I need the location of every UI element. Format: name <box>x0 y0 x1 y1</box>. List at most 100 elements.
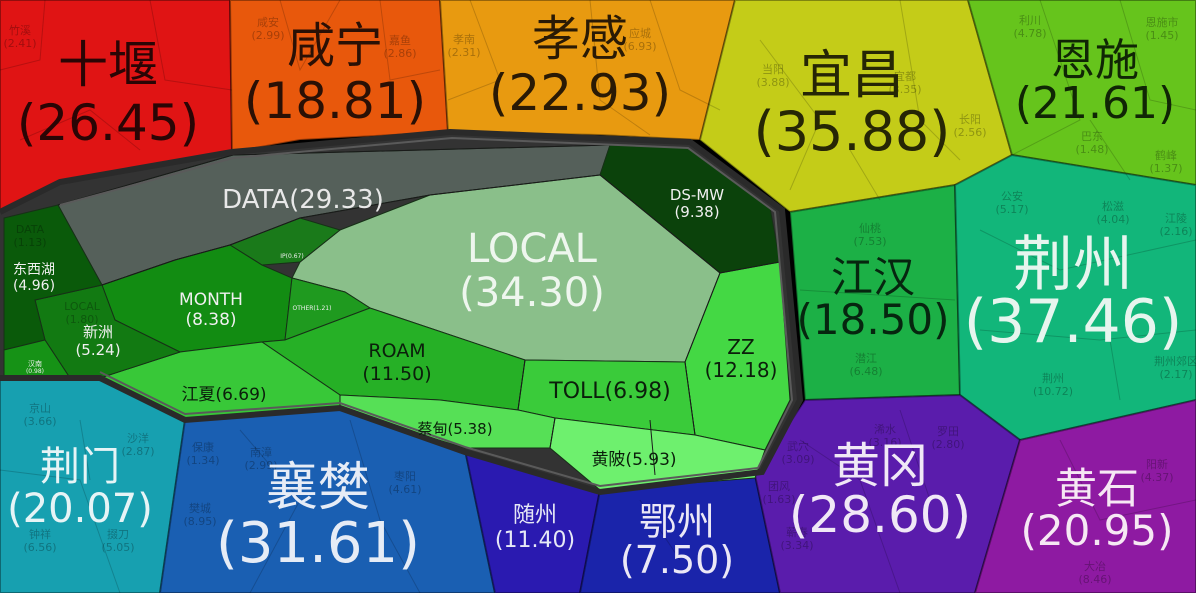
sub-label-value: (3.88) <box>756 76 789 89</box>
sub-label-value: (2.99) <box>244 459 277 472</box>
sub-label-name: 公安 <box>1001 189 1023 203</box>
sub-label-value: (4.37) <box>1140 471 1173 484</box>
sub-label-value: (2.17) <box>1159 368 1192 381</box>
sub-label-name: 罗田 <box>937 425 959 438</box>
wlabel-toll: TOLL(6.98) <box>548 379 670 404</box>
wuhan-inner-lines <box>57 144 781 476</box>
wlabel-roam-value: (11.50) <box>362 363 431 385</box>
sub-label-value: (3.35) <box>888 83 921 96</box>
sub-label-value: (2.41) <box>3 37 36 50</box>
region-labels: 十堰 (26.45) 咸宁 (18.81) 孝感 (22.93) 宜昌 (35.… <box>7 11 1182 582</box>
sub-label-name: 武穴 <box>787 439 809 453</box>
label-enshi-name: 恩施 <box>1051 35 1139 86</box>
label-huangshi-value: (20.95) <box>1020 506 1173 555</box>
label-shiyan-name: 十堰 <box>58 36 158 94</box>
sub-label-name: LOCAL <box>64 300 101 313</box>
sub-labels: 竹溪(2.41)咸安(2.99) 嘉鱼(2.86)孝南(2.31)应城(6.93)… <box>3 14 1196 586</box>
sub-label-name: 荆州郊区 <box>1154 355 1196 368</box>
sub-label-value: (10.72) <box>1033 385 1073 398</box>
wlabel-local-value: (34.30) <box>459 270 605 316</box>
wlabel-other: OTHER(1.21) <box>293 305 332 312</box>
label-yichang-value: (35.88) <box>754 100 951 163</box>
sub-label-value: (2.86) <box>383 47 416 60</box>
wlabel-hannan-value: (0.98) <box>26 368 44 375</box>
sub-label-name: 阳新 <box>1146 457 1168 471</box>
sub-label-value: (6.48) <box>849 365 882 378</box>
sub-label-value: (7.53) <box>853 235 886 248</box>
sub-label-value: (1.63) <box>762 493 795 506</box>
sub-label-name: 松滋 <box>1102 199 1124 213</box>
wlabel-zz-value: (12.18) <box>705 358 778 382</box>
sub-label-value: (2.87) <box>121 445 154 458</box>
label-shiyan-value: (26.45) <box>17 94 199 152</box>
label-jingmen-name: 荆门 <box>40 444 120 490</box>
sub-label-value: (4.04) <box>1096 213 1129 226</box>
sub-label-name: 恩施市 <box>1146 15 1179 29</box>
label-jingzhou-value: (37.46) <box>964 287 1183 357</box>
label-xiangfan-name: 襄樊 <box>266 458 370 518</box>
wlabel-huangpi: 黄陂(5.93) <box>591 450 676 470</box>
label-xiaogan-name: 孝感 <box>532 11 628 67</box>
sub-label-name: 京山 <box>29 401 51 415</box>
sub-label-name: 沙洋 <box>127 431 149 445</box>
label-xiaogan-value: (22.93) <box>489 64 671 122</box>
sub-label-value: (8.46) <box>1078 573 1111 586</box>
label-suizhou-value: (7.50) <box>620 538 734 582</box>
wlabel-dongxihu-name: 东西湖 <box>13 262 55 278</box>
sub-label-name: 蕲春 <box>786 526 808 539</box>
label-suizhou-name: 鄂州 <box>639 500 715 544</box>
sub-label-name: 枣阳 <box>394 470 416 483</box>
sub-label-name: 咸安 <box>257 15 279 29</box>
label-jingzhou-name: 荆州 <box>1013 230 1133 300</box>
wlabel-data: DATA(29.33) <box>222 185 384 215</box>
sub-label-value: (1.34) <box>186 454 219 467</box>
wuhan-inner-outline <box>59 136 794 488</box>
sub-label-value: (3.34) <box>780 539 813 552</box>
sub-label-value: (5.05) <box>101 541 134 554</box>
sub-label-name: 荆州 <box>1042 372 1064 385</box>
sub-label-value: (4.78) <box>1013 27 1046 40</box>
region-huangshi <box>973 398 1196 593</box>
sub-label-name: 仙桃 <box>859 221 881 235</box>
sub-label-value: (2.31) <box>447 46 480 59</box>
wlabel-zz-name: ZZ <box>727 335 754 359</box>
sub-label-name: 团风 <box>768 480 790 493</box>
region-enshi <box>966 0 1196 187</box>
sub-label-value: (2.56) <box>953 126 986 139</box>
sub-label-value: (3.09) <box>781 453 814 466</box>
label-enshi-value: (21.61) <box>1015 78 1175 129</box>
sub-label-name: 南漳 <box>250 445 272 459</box>
sub-label-value: (2.99) <box>251 29 284 42</box>
sub-label-name: 潜江 <box>855 351 877 365</box>
sub-label-name: 樊城 <box>189 501 211 515</box>
sub-label-value: (5.17) <box>995 203 1028 216</box>
wlabel-ip: IP(0.67) <box>280 253 303 260</box>
wlabel-jiangxia: 江夏(6.69) <box>181 385 266 405</box>
wlabel-month-value: (8.38) <box>185 310 236 330</box>
sub-label-value: (3.66) <box>23 415 56 428</box>
label-ezhou-name: 随州 <box>513 503 557 528</box>
wuhan-outline <box>0 128 804 496</box>
sub-label-name: DATA <box>16 223 45 236</box>
sub-label-value: (6.93) <box>623 40 656 53</box>
sub-label-name: 长阳 <box>959 113 981 126</box>
sub-label-name: 江陵 <box>1165 212 1187 225</box>
sub-label-value: (6.56) <box>23 541 56 554</box>
wlabel-dongxihu-value: (4.96) <box>13 278 55 294</box>
sub-label-value: (1.80) <box>65 313 98 326</box>
sub-label-value: (2.80) <box>931 438 964 451</box>
sub-label-name: 孝南 <box>453 33 475 46</box>
wlabel-dsmw-value: (9.38) <box>674 203 719 221</box>
sub-label-value: (1.48) <box>1075 143 1108 156</box>
label-xianning-name: 咸宁 <box>287 18 383 74</box>
sub-label-value: (4.61) <box>388 483 421 496</box>
sub-label-value: (2.16) <box>1159 225 1192 238</box>
sub-label-name: 当阳 <box>762 62 784 76</box>
sub-label-name: 宜都 <box>894 69 916 83</box>
label-xianning-value: (18.81) <box>244 72 426 130</box>
label-ezhou-value: (11.40) <box>495 528 575 553</box>
sub-label-value: (1.13) <box>13 236 46 249</box>
label-yichang-name: 宜昌 <box>800 46 904 106</box>
label-huanggang-value: (28.60) <box>789 486 971 544</box>
